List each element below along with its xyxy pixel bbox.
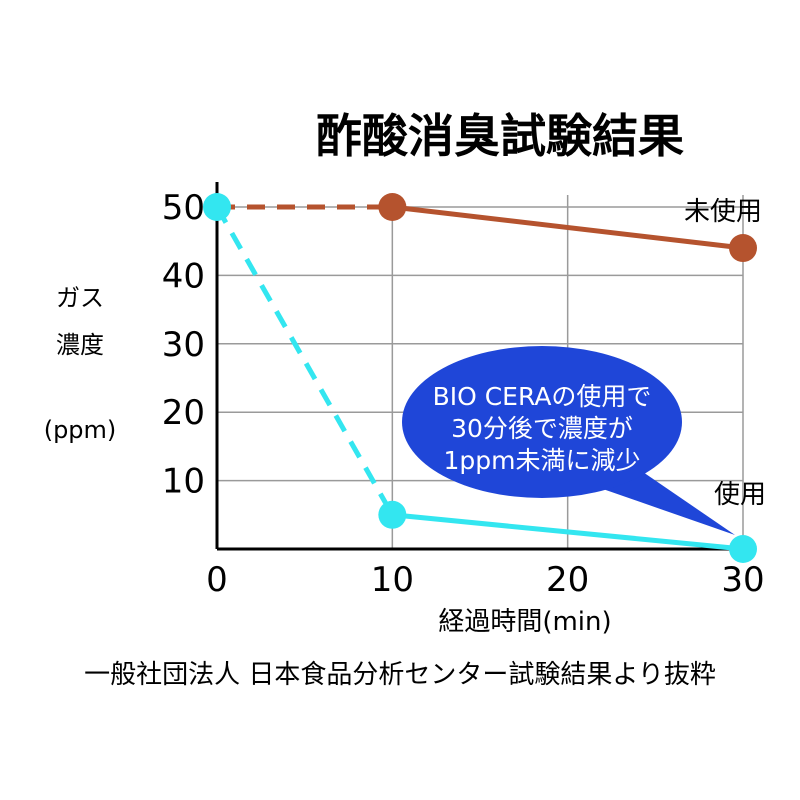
x-tick-label: 0 bbox=[206, 560, 228, 600]
callout-text: 1ppm未満に減少 bbox=[444, 446, 641, 475]
data-point bbox=[378, 193, 407, 221]
callout-bubble bbox=[402, 346, 682, 498]
data-point bbox=[203, 193, 231, 221]
y-tick-label: 20 bbox=[162, 393, 205, 433]
source-note: 一般社団法人 日本食品分析センター試験結果より抜粋 bbox=[84, 660, 716, 690]
y-tick-label: 50 bbox=[162, 188, 205, 228]
y-axis-label: 濃度 bbox=[56, 331, 104, 359]
data-point bbox=[729, 234, 757, 263]
axes: 10 20 30 40 50 0 10 20 30 bbox=[162, 182, 765, 600]
data-point bbox=[378, 500, 407, 529]
series-used bbox=[203, 193, 757, 563]
x-tick-label: 10 bbox=[371, 560, 414, 600]
x-tick-label: 30 bbox=[721, 560, 764, 600]
series-label-used: 使用 bbox=[714, 480, 766, 510]
callout-text: BIO CERAの使用で bbox=[433, 382, 652, 411]
callout-text: 30分後で濃度が bbox=[451, 414, 633, 443]
callout-tail bbox=[600, 470, 735, 535]
y-axis-label: (ppm) bbox=[44, 416, 117, 444]
y-tick-label: 40 bbox=[162, 256, 205, 296]
callout: BIO CERAの使用で 30分後で濃度が 1ppm未満に減少 bbox=[402, 346, 735, 535]
y-axis-label: ガス bbox=[56, 284, 104, 312]
series-label-unused: 未使用 bbox=[684, 197, 762, 227]
grid-lines bbox=[217, 195, 744, 549]
x-tick-label: 20 bbox=[546, 560, 589, 600]
x-axis-label: 経過時間(min) bbox=[438, 607, 611, 637]
series bbox=[203, 193, 757, 563]
series-line-segment bbox=[392, 204, 744, 251]
chart-title: 酢酸消臭試験結果 bbox=[316, 109, 684, 163]
y-tick-label: 10 bbox=[162, 462, 205, 502]
series-unused bbox=[217, 193, 757, 263]
y-tick-label: 30 bbox=[162, 325, 205, 365]
series-line-segment bbox=[392, 512, 744, 552]
series-line-segment bbox=[214, 205, 395, 517]
data-point bbox=[729, 535, 757, 563]
